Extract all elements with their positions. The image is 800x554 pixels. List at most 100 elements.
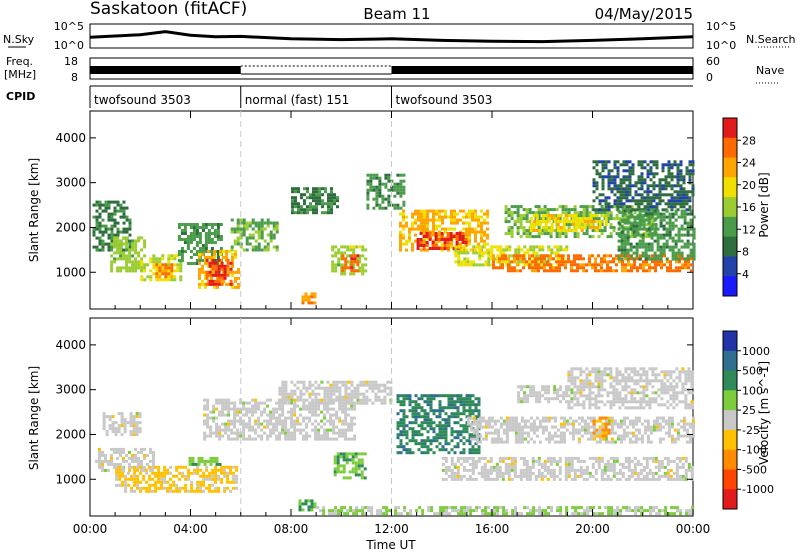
power-cell <box>644 251 648 255</box>
velocity-cell <box>377 389 381 393</box>
velocity-cell <box>114 430 118 434</box>
velocity-cell <box>483 462 487 466</box>
velocity-cell <box>269 416 273 420</box>
velocity-cell <box>248 410 252 414</box>
velocity-cell <box>420 445 424 449</box>
power-cell <box>291 211 294 215</box>
power-ytick-label-0: 1000 <box>55 265 86 279</box>
velocity-cell <box>480 468 484 472</box>
velocity-cell <box>118 471 122 475</box>
velocity-cell <box>338 392 342 396</box>
power-colorbar-tick-label-0: 4 <box>742 268 749 281</box>
power-cell <box>458 235 462 238</box>
velocity-cell <box>212 416 216 420</box>
velocity-cell <box>335 437 339 441</box>
power-cell <box>113 218 117 222</box>
velocity-cell <box>606 468 610 472</box>
velocity-cell <box>538 506 542 510</box>
power-cell <box>214 270 218 274</box>
power-cell <box>630 269 633 273</box>
velocity-cell <box>486 468 490 472</box>
power-cell <box>514 248 518 252</box>
velocity-cell <box>290 395 294 399</box>
power-cell <box>425 241 429 244</box>
velocity-cell <box>336 464 340 468</box>
power-cell <box>580 229 584 232</box>
velocity-cell <box>519 471 523 475</box>
velocity-cell <box>281 380 285 384</box>
velocity-cell <box>606 462 610 466</box>
power-cell <box>616 205 620 209</box>
power-cell <box>638 242 642 246</box>
power-cell <box>450 242 453 246</box>
power-cell <box>664 202 668 206</box>
velocity-cell <box>389 398 393 402</box>
velocity-cell <box>618 477 622 481</box>
power-cell <box>402 227 405 231</box>
power-cell <box>632 245 636 249</box>
velocity-cell <box>229 489 233 493</box>
power-cell <box>173 263 177 267</box>
power-cell <box>471 212 474 216</box>
power-cell <box>387 194 391 198</box>
power-cell <box>670 178 674 182</box>
power-cell <box>643 166 647 170</box>
velocity-cell <box>113 450 116 454</box>
velocity-cell <box>332 428 336 432</box>
power-cell <box>543 232 547 236</box>
power-cell <box>446 247 450 250</box>
power-cell <box>631 196 635 200</box>
power-cell <box>617 209 621 213</box>
velocity-cell <box>371 380 375 384</box>
power-cell <box>204 223 208 226</box>
velocity-cell <box>184 486 188 490</box>
power-cell <box>303 187 306 191</box>
velocity-cell <box>421 512 425 516</box>
velocity-cell <box>217 489 221 493</box>
power-cell <box>650 245 654 249</box>
power-cell <box>213 259 217 262</box>
power-cell <box>656 242 660 246</box>
power-cell <box>688 199 692 203</box>
power-cell <box>583 223 587 226</box>
velocity-cell <box>206 434 210 438</box>
velocity-cell <box>343 506 347 510</box>
velocity-cell <box>242 404 246 408</box>
power-cell <box>689 227 693 231</box>
velocity-cell <box>356 389 360 393</box>
velocity-cell <box>612 462 616 466</box>
velocity-cell <box>450 448 454 452</box>
velocity-cell <box>332 383 336 387</box>
power-cell <box>234 285 237 289</box>
power-cell <box>505 260 509 264</box>
power-cell <box>656 245 660 249</box>
velocity-cell <box>236 428 240 432</box>
power-cell <box>195 232 199 235</box>
power-cell <box>534 260 537 264</box>
velocity-cell <box>445 512 449 516</box>
velocity-cell <box>474 465 478 469</box>
power-cell <box>204 255 207 259</box>
velocity-cell <box>609 468 613 472</box>
power-cell <box>671 236 675 240</box>
velocity-cell <box>308 416 312 420</box>
power-cell <box>372 185 376 189</box>
velocity-cell <box>187 477 191 481</box>
velocity-cell <box>326 431 330 435</box>
power-cell <box>236 218 240 222</box>
velocity-cell <box>121 471 125 475</box>
power-cell <box>567 226 571 230</box>
power-cell <box>487 251 491 255</box>
power-cell <box>520 248 524 252</box>
velocity-cell <box>281 407 285 411</box>
power-cell <box>101 218 105 222</box>
velocity-cell <box>98 459 101 463</box>
power-cell <box>414 239 417 243</box>
power-cell <box>622 169 626 173</box>
power-cell <box>565 220 569 223</box>
velocity-cell <box>462 474 466 478</box>
power-cell <box>637 187 641 191</box>
power-cell <box>534 266 537 270</box>
power-cell <box>183 241 187 244</box>
velocity-cell <box>459 474 463 478</box>
